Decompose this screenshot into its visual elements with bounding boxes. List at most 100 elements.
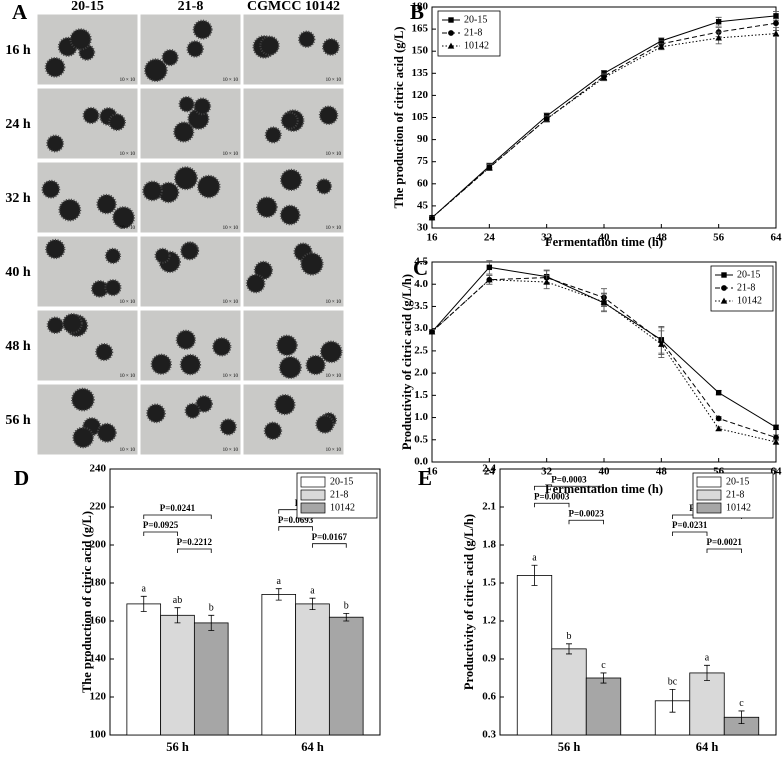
y-tick-label: 3.5 [414, 300, 428, 312]
y-tick-label: 105 [412, 111, 429, 123]
y-axis-title: Productivity of citric acid (g/L/h) [462, 514, 476, 690]
x-tick-label: 24 [484, 466, 496, 478]
pellet [264, 126, 282, 144]
y-tick-label: 1.2 [482, 615, 496, 627]
comparison-bracket [143, 514, 212, 519]
y-tick-label: 220 [90, 501, 107, 513]
column-header: CGMCC 10142 [247, 0, 340, 14]
row-label: 56 h [5, 413, 31, 428]
y-tick-label: 2.4 [482, 463, 496, 475]
marker [715, 19, 722, 25]
error-bar [343, 613, 350, 622]
p-value-label: P=0.0693 [278, 515, 314, 525]
bar [261, 594, 297, 736]
y-tick-label: 150 [412, 45, 429, 57]
comparison-bracket [177, 548, 212, 553]
marker [448, 17, 454, 23]
comparison-bracket [672, 531, 708, 536]
pellet [274, 394, 296, 416]
pellet [82, 106, 100, 125]
bar [193, 622, 229, 736]
marker [773, 424, 779, 431]
pellet [193, 97, 212, 116]
x-tick-label: 32 [541, 466, 553, 478]
legend-label: 21-8 [330, 489, 348, 500]
pellet [72, 426, 95, 449]
error-bar [600, 672, 607, 684]
marker [658, 43, 665, 50]
pellet [143, 58, 168, 83]
pellet [278, 355, 302, 379]
significance-letter: b [567, 631, 572, 642]
legend-label: 21-8 [726, 489, 744, 500]
pellet [315, 178, 333, 195]
x-tick-label: 64 [771, 232, 783, 244]
y-tick-label: 1.5 [482, 577, 496, 589]
y-tick-label: 2.5 [414, 344, 428, 356]
pellet [280, 111, 299, 130]
y-tick-label: 1.0 [414, 411, 428, 423]
pellet [192, 19, 213, 40]
y-tick-label: 0.9 [482, 653, 496, 665]
pellet [142, 180, 163, 202]
y-tick-label: 4.0 [414, 278, 428, 290]
x-tick-label: 48 [656, 466, 668, 478]
legend-label: 20-15 [464, 14, 487, 25]
bar [551, 648, 587, 736]
y-tick-label: 165 [412, 23, 429, 35]
marker [715, 389, 722, 396]
scale-label: 10 × 10 [120, 448, 136, 453]
marker [720, 297, 728, 304]
legend-label: 10142 [464, 40, 489, 51]
marker [447, 42, 455, 49]
pellet [157, 181, 180, 204]
pellet [256, 196, 278, 219]
error-bar [309, 597, 316, 610]
pellet [219, 418, 237, 436]
legend-label: 10142 [330, 502, 355, 513]
plot-frame [499, 468, 777, 736]
x-tick-label: 56 h [558, 740, 581, 754]
p-value-label: P=0.0241 [160, 503, 196, 513]
y-tick-label: 2.1 [482, 501, 496, 513]
scale-label: 10 × 10 [120, 374, 136, 379]
scale-label: 10 × 10 [223, 152, 239, 157]
pellet [44, 56, 66, 78]
y-tick-label: 0.5 [414, 433, 428, 445]
scale-label: 10 × 10 [120, 152, 136, 157]
y-tick-label: 180 [90, 577, 107, 589]
p-value-label: P=0.0231 [672, 520, 708, 530]
pellet [186, 40, 204, 58]
pellet [174, 166, 198, 191]
x-tick-label: 40 [599, 232, 611, 244]
row-label: 24 h [5, 117, 31, 132]
p-value-label: P=0.0003 [551, 474, 587, 484]
significance-letter: a [142, 584, 147, 595]
comparison-bracket [143, 531, 178, 536]
comparison-bracket [568, 519, 604, 525]
significance-letter: a [310, 585, 315, 596]
y-axis-title: The production of citric acid (g/L) [392, 26, 406, 208]
pellet [58, 198, 82, 222]
pellet [173, 121, 195, 143]
x-tick-label: 48 [656, 232, 668, 244]
pellet [279, 204, 301, 226]
y-tick-label: 4.5 [414, 256, 428, 268]
error-bar [174, 607, 181, 624]
significance-letter: bc [668, 677, 678, 688]
error-bar [738, 710, 745, 724]
error-bar [140, 595, 147, 612]
x-tick-label: 24 [484, 232, 496, 244]
series-line [431, 33, 777, 219]
micrograph [139, 383, 242, 456]
scale-label: 10 × 10 [223, 374, 239, 379]
legend-label: 10142 [737, 295, 762, 306]
y-tick-label: 3.0 [414, 322, 428, 334]
pellet [276, 334, 298, 357]
pellet [279, 168, 303, 192]
marker [658, 340, 665, 347]
pellet [46, 316, 65, 334]
pellet [146, 403, 166, 424]
x-tick-label: 64 h [301, 740, 324, 754]
